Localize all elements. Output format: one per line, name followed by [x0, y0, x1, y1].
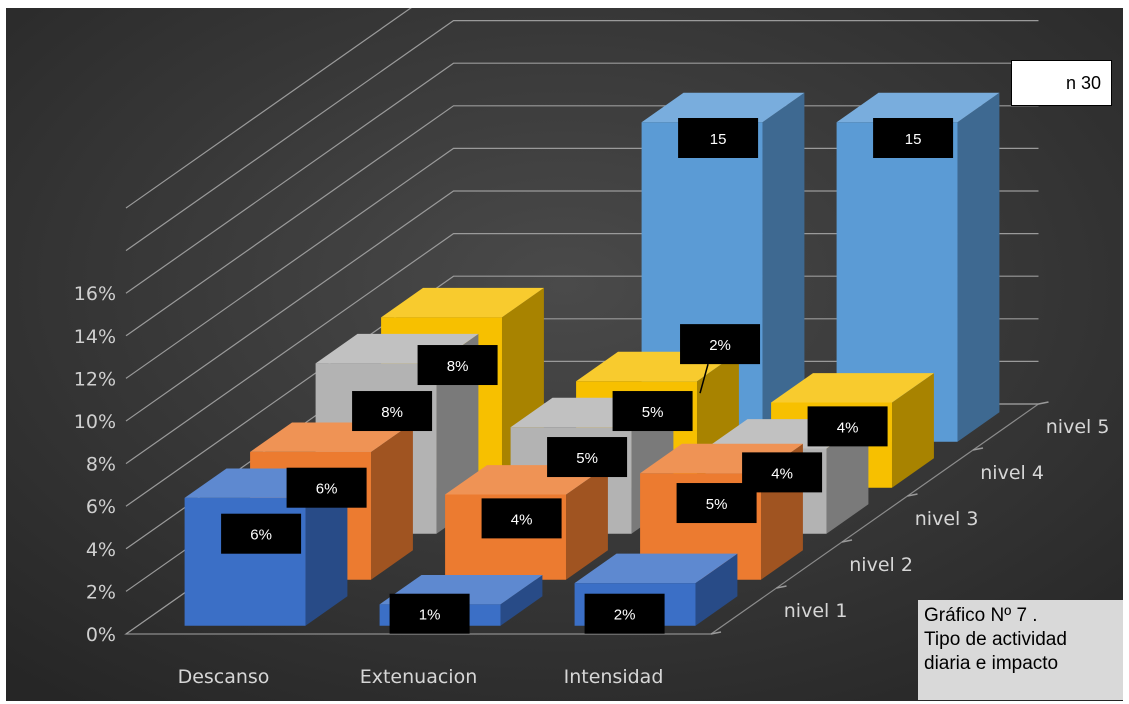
bar-side-face	[500, 574, 543, 626]
category-label: Descanso	[178, 666, 270, 688]
depth-tick	[1038, 401, 1049, 405]
caption-line-2: Tipo de actividad	[924, 629, 1067, 650]
data-label-box	[676, 483, 757, 524]
data-label: 8%	[352, 391, 433, 432]
data-label-box	[417, 345, 498, 386]
series-label: nivel 4	[980, 462, 1044, 484]
data-label-text: 1%	[419, 607, 441, 624]
sample-size-note: n 30	[1011, 60, 1112, 106]
y-tick-label: 8%	[86, 454, 116, 476]
data-label-box	[678, 118, 759, 158]
data-label-text: 2%	[614, 607, 636, 624]
figure-caption: Gráfico Nº 7 . Tipo de actividad diaria …	[918, 600, 1123, 700]
bar-top-face	[574, 553, 738, 584]
depth-tick	[972, 447, 984, 451]
y-tick-label: 4%	[86, 539, 116, 561]
data-label-box	[873, 118, 954, 158]
caption-line-1: Gráfico Nº 7 .	[924, 605, 1038, 626]
gridline	[125, 62, 1039, 294]
data-label-box	[389, 593, 470, 634]
data-label: 5%	[612, 391, 693, 432]
series-label: nivel 3	[915, 508, 979, 530]
data-label: 6%	[221, 513, 302, 554]
bar-top-face	[381, 287, 544, 318]
y-tick-label: 16%	[74, 283, 116, 305]
data-label: 2%	[680, 324, 761, 394]
bar-side-face	[695, 553, 738, 626]
depth-tick	[841, 539, 853, 543]
data-label-box	[286, 467, 367, 508]
bar-top-face	[771, 373, 934, 403]
gridline	[125, 20, 1039, 252]
bar-side-face	[826, 419, 869, 534]
data-label-text: 5%	[706, 496, 728, 513]
bar-side-face	[762, 92, 805, 442]
data-label: 4%	[807, 406, 888, 447]
bar-front-face	[836, 122, 958, 442]
data-label-box	[221, 513, 302, 554]
category-label: Extenuacion	[360, 666, 478, 688]
data-label: 4%	[481, 498, 562, 539]
data-label-text: 4%	[511, 511, 533, 528]
depth-tick	[710, 631, 722, 635]
data-label-text: 15	[905, 131, 922, 148]
data-label-text: 8%	[381, 404, 403, 421]
depth-tick	[907, 493, 918, 497]
y-tick-label: 6%	[86, 496, 116, 518]
depth-tick	[776, 585, 787, 589]
bar-side-face	[370, 422, 413, 580]
caption-line-3: diaria e impacto	[924, 653, 1059, 674]
data-label-box	[352, 391, 433, 432]
data-label-box	[584, 593, 665, 634]
data-label: 1%	[389, 593, 470, 634]
data-label: 5%	[676, 483, 757, 524]
y-tick-label: 14%	[74, 326, 116, 348]
data-label: 15	[873, 118, 954, 158]
y-tick-label: 10%	[74, 411, 116, 433]
data-label-text: 2%	[709, 337, 731, 354]
bar-side-face	[891, 373, 934, 488]
series-label: nivel 2	[849, 554, 913, 576]
y-tick-label: 2%	[86, 581, 116, 603]
category-label: Intensidad	[564, 666, 664, 688]
data-label-box	[612, 391, 693, 432]
y-tick-label: 0%	[86, 624, 116, 646]
data-label: 8%	[417, 345, 498, 386]
data-label: 15	[678, 118, 759, 158]
bar-side-face	[957, 92, 1000, 442]
data-label-text: 4%	[771, 465, 793, 482]
data-label-text: 8%	[447, 358, 469, 375]
bar-top-face	[836, 92, 1000, 123]
data-label-text: 4%	[837, 419, 859, 436]
data-label: 2%	[584, 593, 665, 634]
bar-chart-3d: 2% 15 15 8% 5% 4% 8% 5% 4% 6% 4% 5% 6% 1% 2% 0% 2% 4% 6% 8…	[6, 8, 1123, 701]
gridline	[125, 8, 412, 209]
data-label-box	[547, 437, 628, 478]
y-tick-label: 12%	[74, 368, 116, 390]
data-label-box	[680, 324, 761, 365]
bar-side-face	[305, 468, 348, 626]
data-label-text: 6%	[316, 481, 338, 498]
bar-top-face	[641, 92, 805, 123]
data-label-box	[807, 406, 888, 447]
series-label: nivel 1	[784, 600, 848, 622]
bar-nivel-5	[836, 92, 1000, 442]
data-label-text: 6%	[250, 527, 272, 544]
data-label-text: 15	[710, 131, 727, 148]
data-label: 6%	[286, 467, 367, 508]
data-label-box	[481, 498, 562, 539]
data-label-text: 5%	[642, 404, 664, 421]
chart-frame: 2% 15 15 8% 5% 4% 8% 5% 4% 6% 4% 5% 6% 1% 2% 0% 2% 4% 6% 8…	[6, 8, 1123, 701]
data-label: 5%	[547, 437, 628, 478]
leader-line	[699, 363, 709, 394]
gridline	[125, 105, 1039, 337]
data-label-text: 5%	[576, 450, 598, 467]
bar-side-face	[565, 465, 608, 580]
series-label: nivel 5	[1046, 416, 1110, 438]
